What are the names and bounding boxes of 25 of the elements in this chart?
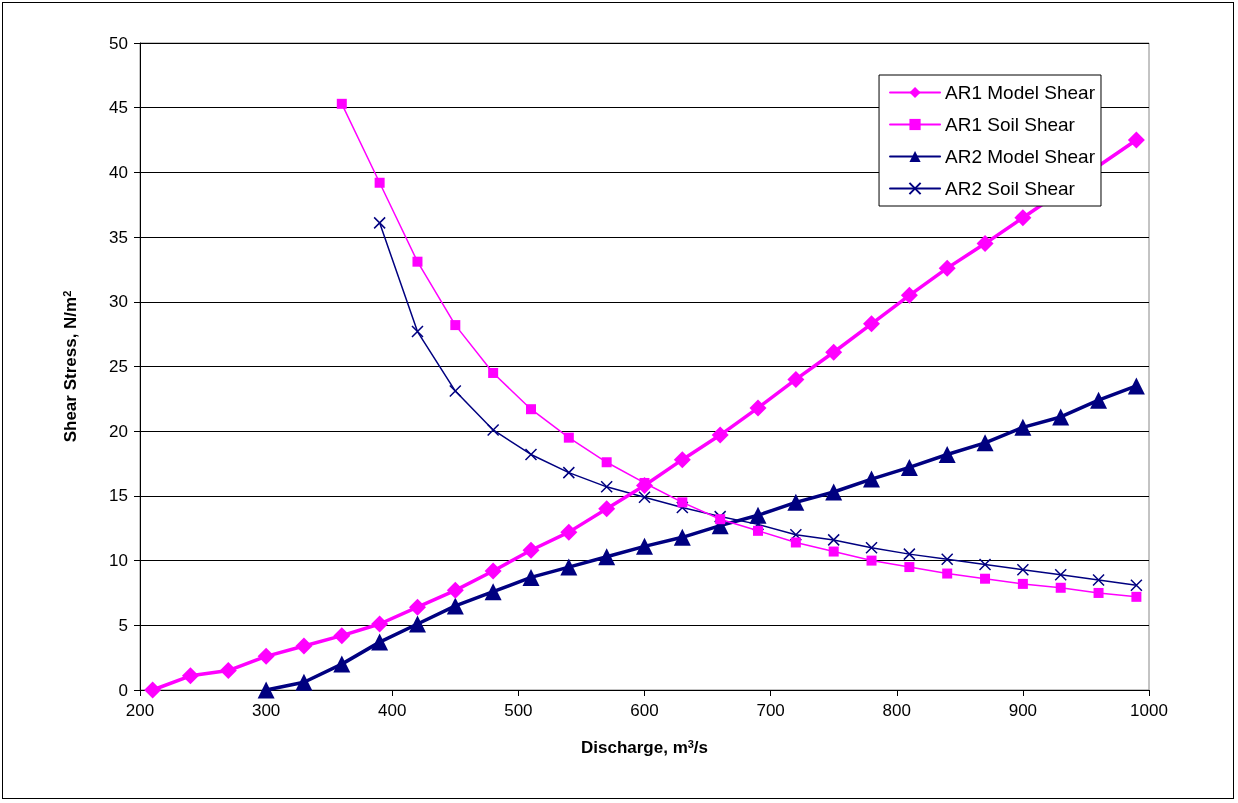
x-tick-label: 300 bbox=[251, 701, 281, 720]
x-tick-label: 800 bbox=[882, 701, 911, 720]
x-tick-label: 1000 bbox=[1130, 701, 1168, 720]
y-tick-label: 50 bbox=[109, 33, 128, 53]
legend-label: AR2 Model Shear bbox=[945, 146, 1096, 167]
x-tick-label: 400 bbox=[378, 701, 407, 720]
y-tick-label: 30 bbox=[109, 292, 128, 312]
x-tick-label: 900 bbox=[1008, 701, 1038, 720]
x-tick-label: 200 bbox=[125, 701, 155, 720]
legend-label: AR1 Soil Shear bbox=[945, 114, 1076, 135]
y-tick-label: 40 bbox=[109, 162, 128, 182]
legend-label: AR2 Soil Shear bbox=[945, 178, 1076, 199]
x-tick-label: 600 bbox=[630, 701, 659, 720]
y-tick-label: 5 bbox=[118, 615, 128, 635]
y-tick-label: 25 bbox=[109, 357, 128, 376]
x-tick-label: 500 bbox=[504, 701, 533, 720]
x-tick-label: 700 bbox=[756, 701, 785, 720]
y-tick-label: 45 bbox=[109, 98, 128, 118]
y-tick-label: 0 bbox=[118, 680, 128, 700]
y-tick-label: 15 bbox=[109, 486, 128, 506]
y-tick-label: 10 bbox=[109, 551, 128, 571]
y-axis-title: Shear Stress, N/m2 bbox=[60, 290, 80, 443]
y-tick-label: 20 bbox=[109, 421, 128, 441]
y-tick-label: 35 bbox=[109, 227, 128, 247]
legend-label: AR1 Model Shear bbox=[945, 82, 1096, 103]
